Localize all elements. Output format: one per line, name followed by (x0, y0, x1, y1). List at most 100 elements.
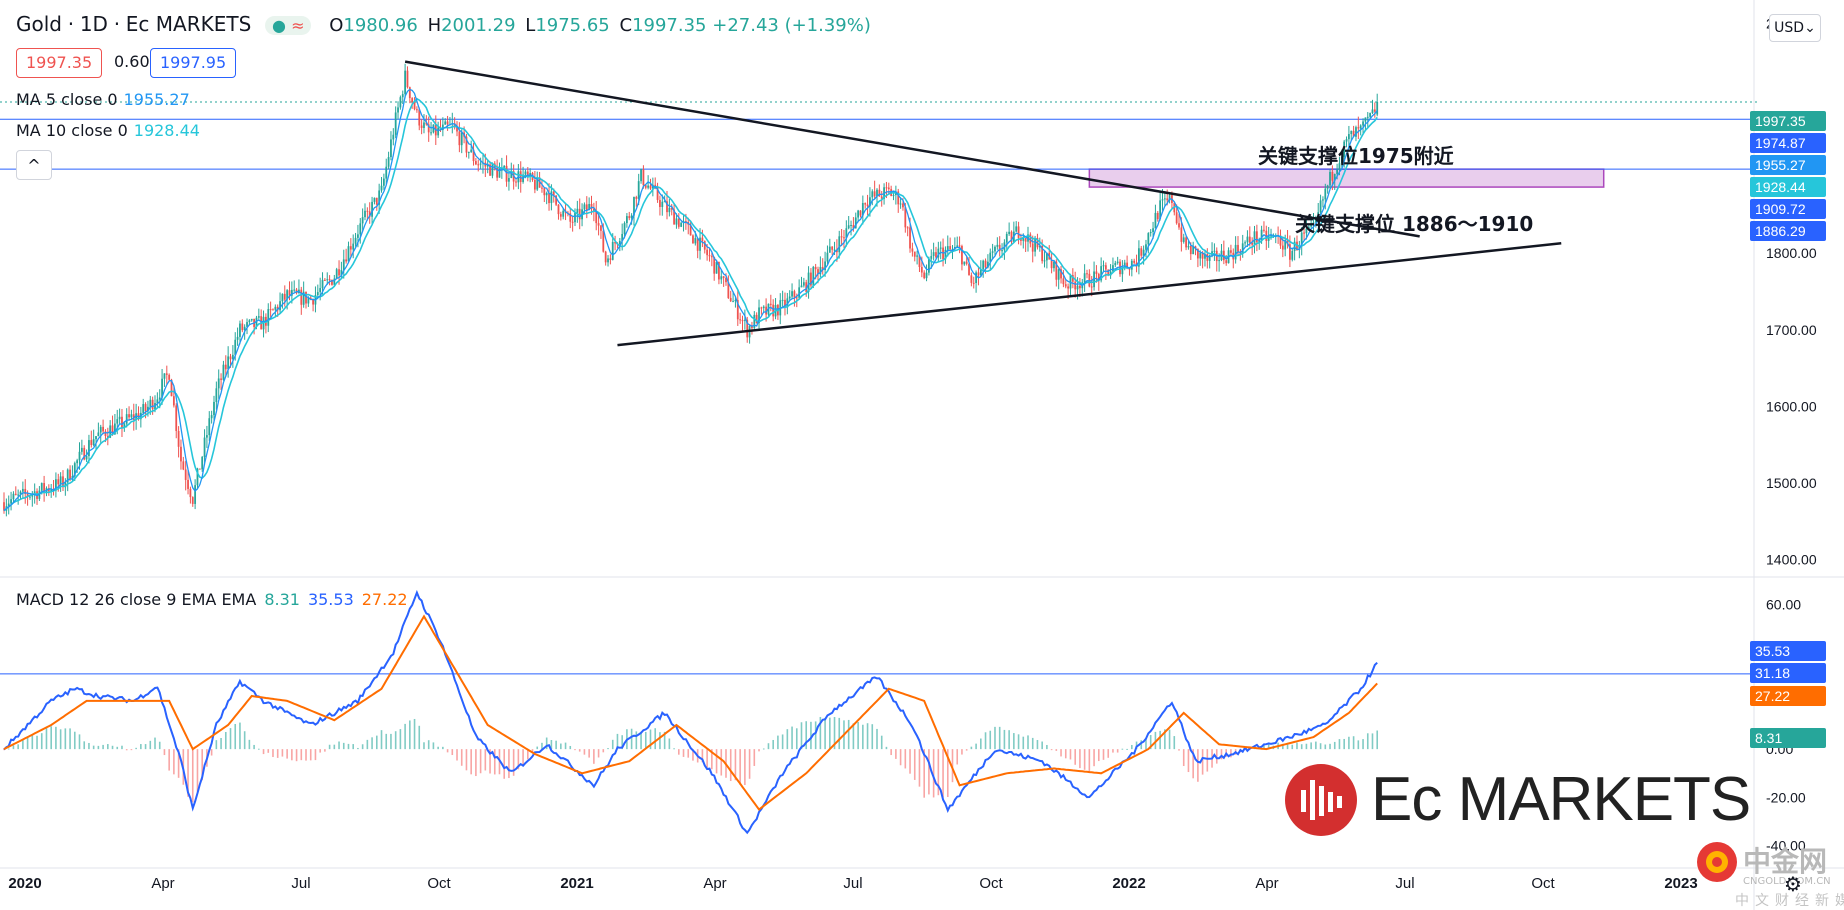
macd-histogram-bar (527, 749, 529, 760)
candle-body (378, 190, 381, 205)
candle-body (347, 246, 350, 262)
sell-price-button[interactable]: 1997.35 (16, 48, 103, 78)
time-axis-tick: 2023 (1664, 875, 1697, 892)
macd-histogram-bar (229, 728, 232, 750)
currency-label: USD (1774, 20, 1805, 36)
candle-body (753, 314, 756, 329)
macd-histogram-bar (1145, 738, 1147, 750)
candle-body (866, 204, 869, 207)
macd-histogram-bar (286, 749, 288, 759)
candle-body (828, 246, 831, 253)
candle-body (302, 291, 305, 305)
macd-histogram-bar (1197, 749, 1199, 782)
macd-histogram-bar (621, 735, 623, 750)
candle-body (607, 258, 609, 263)
macd-histogram-bar (1159, 730, 1161, 750)
candle-body (1156, 212, 1159, 220)
macd-histogram-bar (508, 749, 510, 779)
candle-body (585, 204, 588, 211)
candle-body (781, 299, 784, 301)
candle-body (578, 208, 581, 220)
candle-body (1060, 269, 1062, 279)
candle-body (255, 317, 258, 327)
macd-histogram-bar (253, 744, 255, 750)
candle-body (21, 488, 24, 492)
macd-histogram-bar (890, 749, 892, 756)
candle-body (871, 191, 874, 198)
buy-price-button[interactable]: 1997.95 (150, 48, 237, 78)
close-value: 1997.35 (632, 15, 707, 36)
macd-histogram-bar (984, 732, 987, 750)
macd-histogram-bar (1333, 741, 1336, 750)
macd-histogram-bar (1060, 749, 1062, 757)
candle-body (1107, 269, 1110, 276)
candle-body (555, 195, 558, 205)
time-axis-tick: Oct (1531, 875, 1555, 892)
candle-body (142, 404, 145, 413)
symbol-name[interactable]: Gold (16, 12, 62, 36)
macd-histogram-bar (904, 749, 907, 769)
macd-label-text: 35.53 (1755, 643, 1790, 659)
candle-body (231, 354, 234, 360)
macd-histogram-bar (1102, 749, 1105, 760)
macd-histogram-bar (55, 726, 57, 750)
macd-histogram-bar (1041, 741, 1043, 750)
candle-body (1194, 246, 1197, 249)
macd-histogram-bar (1296, 742, 1298, 750)
macd-histogram-bar (470, 749, 472, 775)
candle-body (1180, 227, 1183, 242)
macd-histogram-bar (328, 744, 331, 750)
candle-body (1260, 229, 1263, 240)
candle-body (411, 98, 414, 103)
ma10-legend[interactable]: MA 10 close 0 1928.44 (16, 121, 200, 140)
macd-histogram-bar (102, 744, 104, 750)
candle-body (670, 207, 673, 210)
macd-histogram-bar (1300, 744, 1303, 750)
candle-body (1317, 212, 1320, 218)
candle-body (727, 282, 730, 298)
candle-body (116, 419, 119, 424)
candle-body (618, 240, 621, 245)
candle-body (279, 301, 281, 311)
candle-body (1043, 260, 1046, 262)
macd-signal-value: 27.22 (361, 590, 408, 609)
macd-histogram-bar (371, 737, 373, 750)
macd-histogram-bar (560, 743, 562, 750)
candle-body (661, 201, 664, 208)
candle-body (486, 164, 489, 167)
candle-body (633, 196, 635, 216)
macd-histogram-bar (409, 720, 411, 750)
market-status-pill[interactable]: ● ≈ (265, 16, 312, 35)
ma5-legend[interactable]: MA 5 close 0 1955.27 (16, 90, 190, 109)
candle-body (1241, 243, 1244, 254)
macd-histogram-bar (314, 749, 317, 761)
candle-body (1086, 273, 1088, 275)
candle-body (1192, 246, 1195, 255)
candle-body (312, 299, 314, 305)
candle-body (1031, 243, 1034, 252)
macd-histogram-bar (1362, 739, 1364, 750)
macd-histogram-bar (352, 744, 354, 750)
macd-label-box (1750, 728, 1826, 748)
candle-body (26, 494, 29, 497)
candle-body (800, 285, 803, 288)
macd-histogram-bar (456, 749, 458, 761)
macd-histogram-bar (777, 735, 779, 750)
candle-body (239, 323, 241, 337)
macd-histogram-bar (267, 749, 270, 753)
macd-histogram-bar (1140, 740, 1143, 750)
collapse-legend-button[interactable]: ^ (16, 150, 52, 180)
macd-legend[interactable]: MACD 12 26 close 9 EMA EMA 8.31 35.53 27.22 (16, 590, 408, 609)
macd-histogram-bar (1338, 739, 1341, 750)
candle-body (673, 209, 675, 225)
candle-body (715, 261, 718, 274)
interval[interactable]: 1D (79, 12, 108, 36)
macd-histogram-bar (786, 729, 789, 750)
candle-body (12, 493, 15, 500)
currency-selector[interactable]: USD⌄ (1769, 14, 1821, 42)
macd-histogram-bar (545, 737, 548, 750)
settings-gear-icon[interactable]: ⚙ (1784, 872, 1802, 896)
macd-label: MACD 12 26 close 9 EMA EMA (16, 590, 257, 609)
candle-body (1253, 231, 1256, 245)
